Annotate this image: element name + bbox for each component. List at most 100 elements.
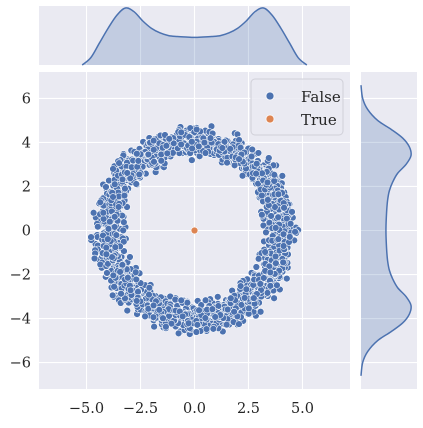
scatter-point-false (193, 125, 201, 134)
scatter-point-false (265, 154, 273, 162)
scatter-point-false (211, 313, 219, 321)
legend-marker-false (265, 91, 275, 101)
scatter-point-false (256, 280, 264, 288)
scatter-point-false (206, 134, 215, 142)
scatter-point-false (102, 250, 111, 258)
legend: False True (250, 78, 344, 136)
scatter-point-false (260, 274, 268, 282)
scatter-point-false (120, 247, 128, 255)
scatter-point-false (87, 233, 95, 241)
scatter-point-false (165, 135, 173, 143)
scatter-point-false (266, 282, 275, 290)
scatter-point-false (279, 230, 288, 238)
scatter-point-false (162, 323, 170, 331)
scatter-point-false (272, 259, 280, 267)
scatter-point-false (227, 294, 235, 302)
scatter-point-false (123, 169, 131, 177)
scatter-point-false (110, 223, 119, 231)
scatter-point-false (195, 142, 203, 151)
scatter-point-false (124, 274, 132, 282)
scatter-point-false (188, 144, 196, 153)
scatter-point-false (150, 146, 158, 154)
scatter-point-false (144, 305, 152, 313)
scatter-point-false (103, 269, 111, 277)
scatter-point-false (262, 228, 270, 237)
scatter-point-false (141, 312, 149, 321)
scatter-point-false (270, 294, 278, 302)
scatter-point-false (242, 285, 251, 293)
scatter-point-false (90, 254, 99, 263)
scatter-point-false (109, 165, 117, 173)
scatter-point-false (263, 289, 272, 297)
y-tick-label: 6 (22, 91, 31, 107)
main-gridlines (39, 72, 350, 389)
marginal-x-kde-line (81, 7, 308, 66)
scatter-point-false (132, 268, 140, 276)
marginal-y-axes (360, 72, 417, 389)
scatter-point-false (222, 320, 231, 329)
scatter-point-false (123, 306, 131, 315)
scatter-point-false (133, 150, 141, 158)
scatter-point-false (94, 223, 102, 231)
scatter-point-false (202, 325, 211, 333)
scatter-point-false (109, 271, 117, 280)
scatter-point-false (192, 328, 201, 336)
scatter-point-false (115, 159, 123, 167)
marginal-y-kde-line (360, 85, 412, 376)
legend-box (250, 78, 344, 136)
scatter-point-false (261, 248, 269, 256)
legend-marker-true (265, 114, 275, 124)
scatter-point-false (178, 312, 187, 321)
scatter-point-false (208, 305, 217, 313)
scatter-point-false (253, 160, 261, 168)
scatter-point-true (190, 226, 199, 235)
scatter-point-false (188, 156, 196, 164)
x-tick-label: −5.0 (69, 401, 104, 417)
scatter-point-false (120, 218, 128, 226)
scatter-point-false (167, 319, 176, 328)
scatter-point-false (280, 204, 288, 212)
scatter-point-false (118, 261, 127, 269)
scatter-point-false (99, 231, 107, 240)
y-tick-label: −4 (10, 312, 31, 328)
marginal-x-axes (39, 6, 350, 66)
scatter-point-false (144, 150, 153, 159)
scatter-point-false (267, 212, 275, 220)
scatter-point-false (108, 291, 117, 300)
scatter-point-false (286, 220, 295, 228)
scatter-point-false (283, 214, 291, 223)
scatter-point-false (99, 215, 108, 223)
scatter-point-false (145, 290, 153, 299)
y-tick-label: 0 (22, 224, 31, 240)
scatter-point-false (111, 213, 119, 221)
scatter-point-false (258, 211, 266, 219)
scatter-point-false (149, 313, 158, 321)
scatter-point-false (235, 155, 243, 163)
scatter-point-false (193, 321, 202, 329)
scatter-point-false (133, 163, 141, 171)
scatter-points (87, 122, 302, 338)
scatter-point-false (237, 282, 245, 290)
scatter-point-false (218, 144, 226, 152)
scatter-point-false (157, 150, 165, 159)
scatter-point-false (266, 268, 275, 277)
scatter-point-false (274, 235, 283, 243)
scatter-point-false (254, 149, 263, 157)
scatter-point-false (116, 268, 124, 276)
scatter-point-false (155, 306, 163, 314)
scatter-point-false (272, 224, 280, 232)
scatter-point-false (119, 226, 127, 235)
scatter-point-false (248, 145, 256, 154)
scatter-point-false (134, 157, 142, 165)
scatter-point-false (270, 171, 279, 179)
scatter-point-false (286, 233, 294, 241)
scatter-point-false (214, 293, 222, 301)
scatter-point-false (252, 169, 260, 178)
scatter-point-false (157, 157, 165, 165)
scatter-point-false (126, 253, 134, 261)
scatter-point-false (110, 283, 118, 291)
marginal-y-kde-fill (361, 85, 412, 376)
x-tick-labels: −5.0 −2.5 0.0 2.5 5.0 (69, 401, 314, 417)
